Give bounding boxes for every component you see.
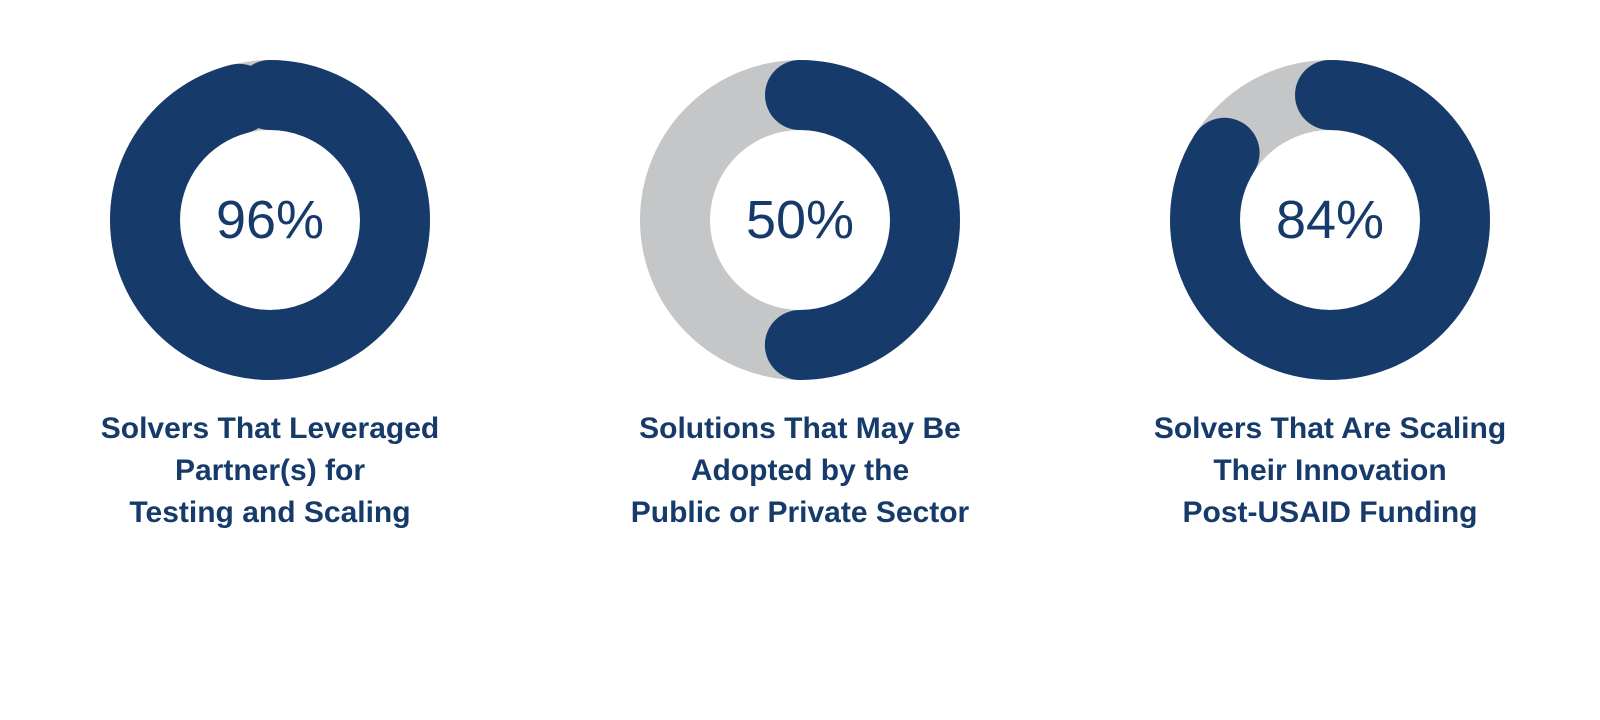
- stat-partners: 96% Solvers That Leveraged Partner(s) fo…: [60, 60, 480, 534]
- caption-scaling: Solvers That Are Scaling Their Innovatio…: [1154, 408, 1506, 534]
- caption-line: Adopted by the: [631, 450, 969, 492]
- caption-line: Testing and Scaling: [101, 492, 439, 534]
- caption-line: Solutions That May Be: [631, 408, 969, 450]
- stat-adoption: 50% Solutions That May Be Adopted by the…: [590, 60, 1010, 534]
- donut-chart-icon: [110, 60, 430, 380]
- caption-partners: Solvers That Leveraged Partner(s) for Te…: [101, 408, 439, 534]
- caption-line: Public or Private Sector: [631, 492, 969, 534]
- donut-partners: 96%: [110, 60, 430, 380]
- caption-adoption: Solutions That May Be Adopted by the Pub…: [631, 408, 969, 534]
- donut-scaling: 84%: [1170, 60, 1490, 380]
- caption-line: Their Innovation: [1154, 450, 1506, 492]
- stat-scaling: 84% Solvers That Are Scaling Their Innov…: [1120, 60, 1540, 534]
- stats-row: 96% Solvers That Leveraged Partner(s) fo…: [0, 0, 1600, 720]
- caption-line: Solvers That Leveraged: [101, 408, 439, 450]
- caption-line: Post-USAID Funding: [1154, 492, 1506, 534]
- caption-line: Partner(s) for: [101, 450, 439, 492]
- caption-line: Solvers That Are Scaling: [1154, 408, 1506, 450]
- donut-chart-icon: [1170, 60, 1490, 380]
- donut-chart-icon: [640, 60, 960, 380]
- donut-adoption: 50%: [640, 60, 960, 380]
